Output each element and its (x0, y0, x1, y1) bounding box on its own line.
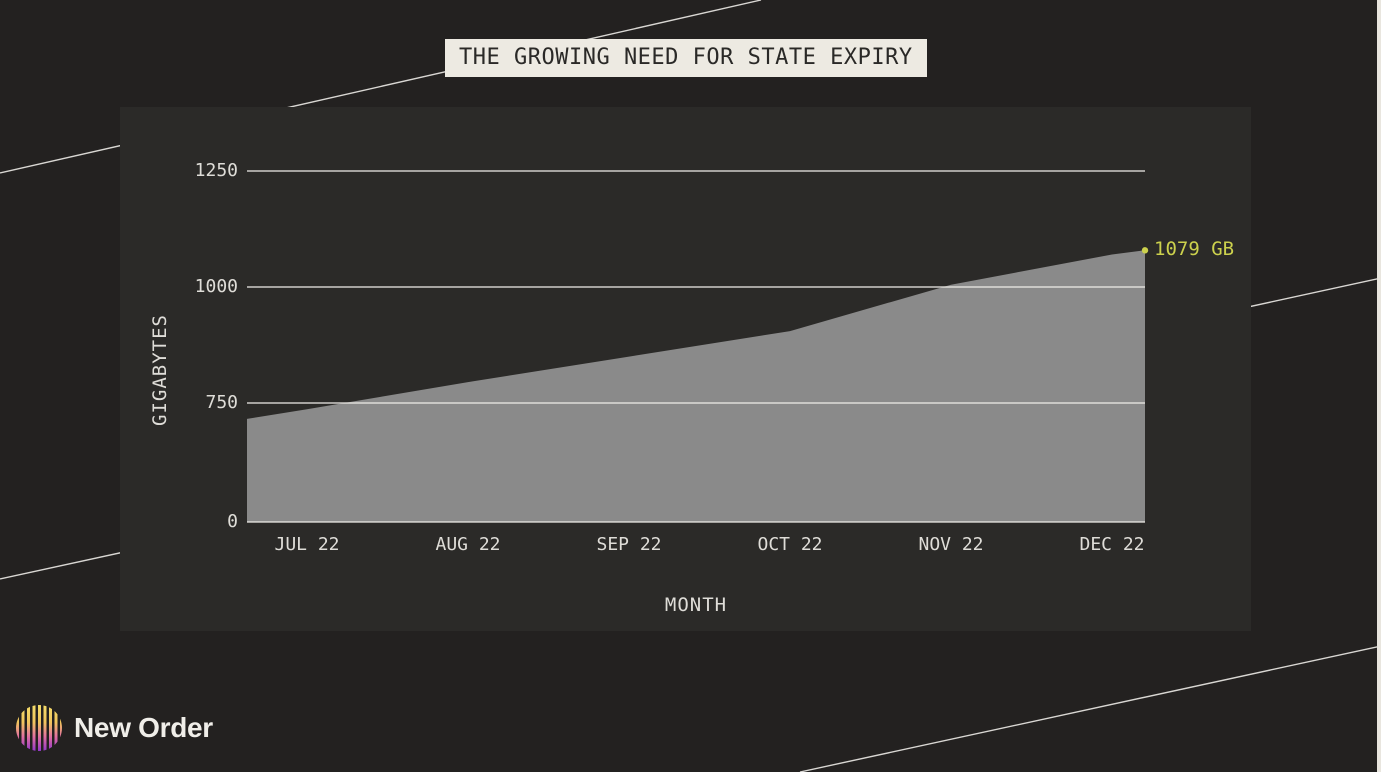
slide-title: THE GROWING NEED FOR STATE EXPIRY (445, 39, 927, 77)
x-axis-title: MONTH (664, 594, 728, 616)
right-edge-strip (1377, 0, 1381, 772)
x-tick-label-sep-22: SEP 22 (596, 534, 662, 555)
end-point-dot (1141, 247, 1149, 254)
brand-name: New Order (74, 712, 213, 743)
y-tick-label-1250: 1250 (194, 160, 238, 181)
new-order-sphere-icon (16, 705, 62, 751)
y-tick-label-0: 0 (227, 511, 238, 532)
state-size-area (247, 250, 1145, 523)
x-tick-label-dec-22: DEC 22 (1079, 534, 1145, 555)
end-value-label: 1079 GB (1154, 238, 1235, 261)
y-tick-label-750: 750 (205, 392, 238, 413)
x-tick-label-aug-22: AUG 22 (435, 534, 501, 555)
x-tick-label-nov-22: NOV 22 (918, 534, 984, 555)
background-diagonal-line (799, 645, 1381, 772)
y-tick-label-1000: 1000 (194, 276, 238, 297)
x-tick-label-oct-22: OCT 22 (757, 534, 823, 555)
x-tick-label-jul-22: JUL 22 (274, 534, 340, 555)
area-chart (247, 170, 1149, 523)
chart-panel: GIGABYTES MONTH 1079 GB 0 750 1000 1250 JUL … (120, 107, 1251, 631)
brand-logo: New Order (16, 705, 213, 751)
